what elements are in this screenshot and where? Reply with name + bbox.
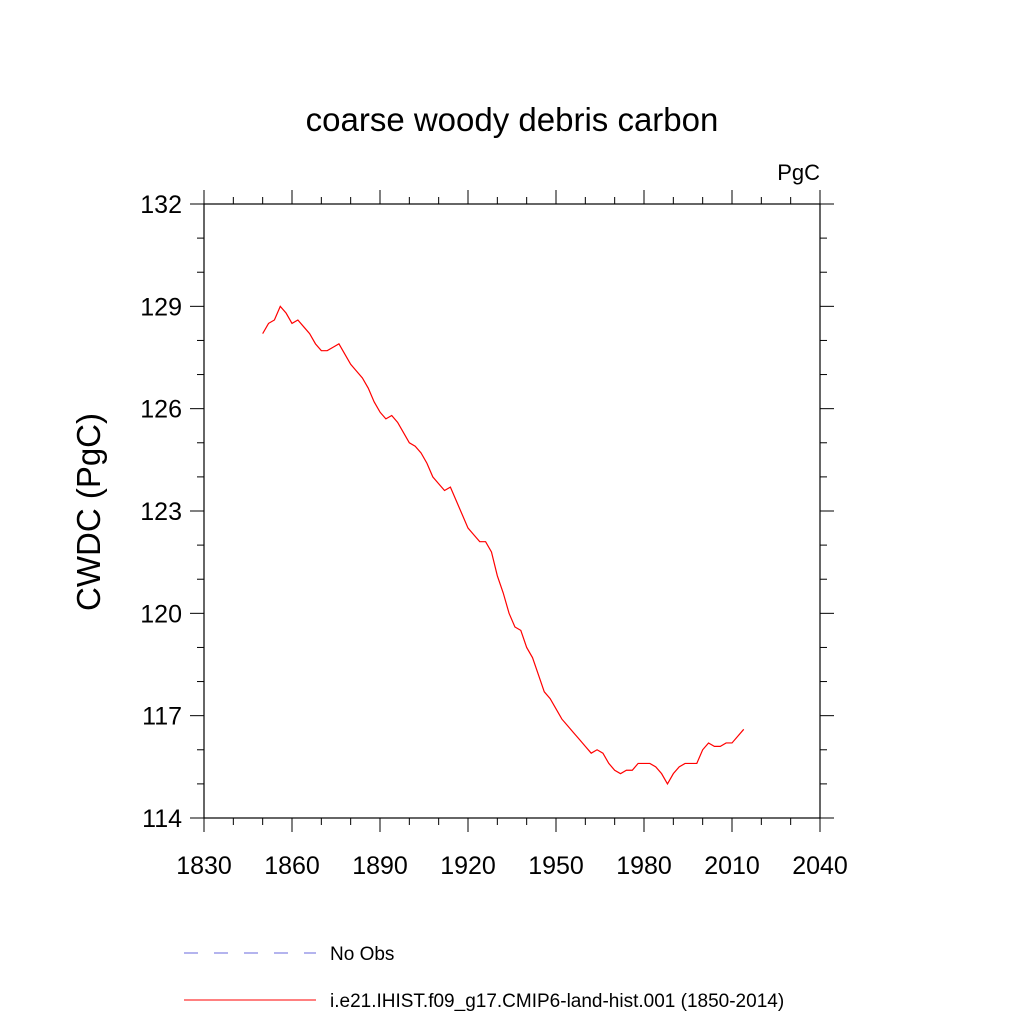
- axis-ticks: [190, 190, 834, 832]
- series-line-1: [262, 305, 745, 786]
- x-tick-label: 2010: [704, 852, 760, 880]
- y-tick-label: 132: [140, 191, 182, 219]
- x-tick-label: 1890: [352, 852, 408, 880]
- y-tick-label: 123: [140, 498, 182, 526]
- y-axis-label: CWDC (PgC): [70, 413, 107, 611]
- legend: No Obs i.e21.IHIST.f09_g17.CMIP6-land-his…: [184, 944, 784, 1012]
- y-tick-label: 129: [140, 293, 182, 321]
- x-tick-label: 1830: [176, 852, 232, 880]
- x-tick-label: 1920: [440, 852, 496, 880]
- y-tick-label: 126: [140, 396, 182, 424]
- y-tick-label: 117: [142, 703, 182, 731]
- x-tick-label: 1860: [264, 852, 320, 880]
- y-tick-label: 120: [140, 600, 182, 628]
- x-tick-labels: 1830 1860 1890 1920 1950 1980 2010 2040: [176, 852, 848, 880]
- series-lines: [262, 305, 745, 786]
- x-tick-label: 1980: [616, 852, 672, 880]
- chart-title: coarse woody debris carbon: [306, 101, 719, 138]
- x-tick-label: 1950: [528, 852, 584, 880]
- legend-label: i.e21.IHIST.f09_g17.CMIP6-land-hist.001 …: [330, 991, 784, 1012]
- y-tick-label: 114: [142, 805, 182, 833]
- x-tick-label: 2040: [792, 852, 848, 880]
- plot-frame: [203, 203, 821, 819]
- legend-label: No Obs: [330, 944, 394, 965]
- y-tick-labels: 114 117 120 123 126 129 132: [140, 191, 182, 833]
- units-label: PgC: [777, 160, 820, 185]
